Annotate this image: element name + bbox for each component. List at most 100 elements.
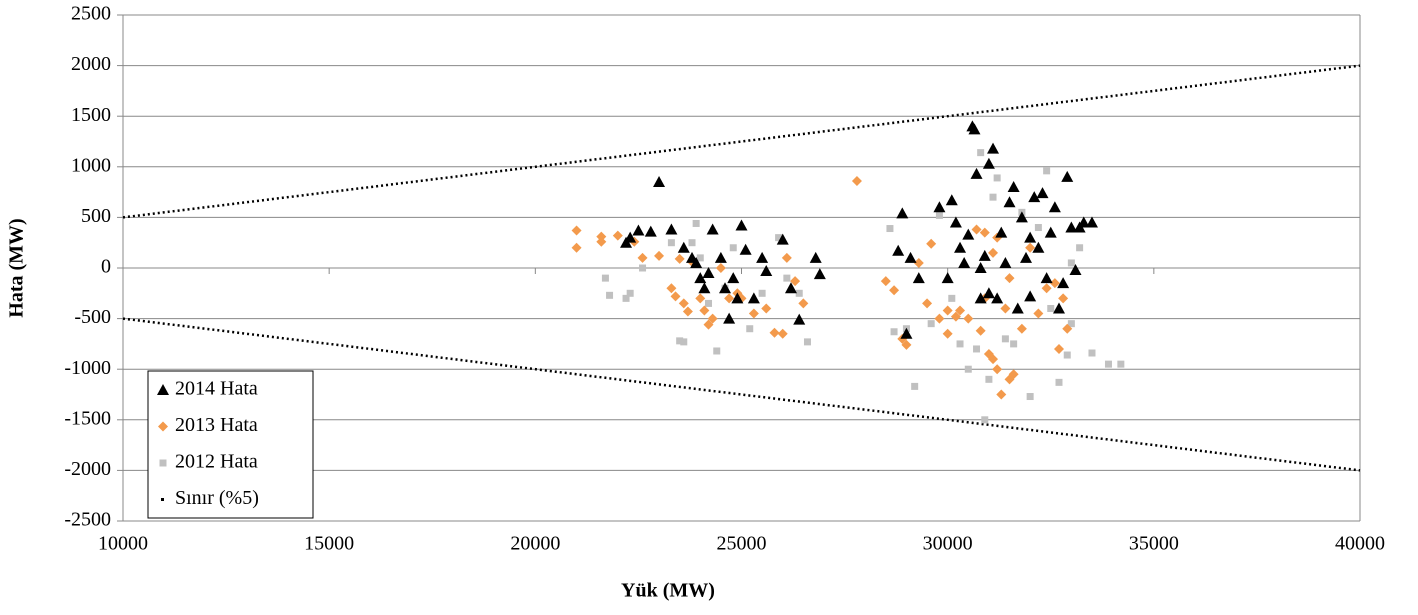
square-marker <box>696 254 704 262</box>
y-tick-label: -2000 <box>64 458 111 480</box>
y-tick-label: -2500 <box>64 509 111 531</box>
diamond-marker <box>1004 273 1015 284</box>
triangle-marker <box>892 244 905 256</box>
y-tick-label: 2000 <box>71 53 111 75</box>
diamond-marker <box>769 327 780 338</box>
square-marker <box>981 416 989 424</box>
triangle-marker <box>1015 211 1028 223</box>
square-marker <box>1076 244 1084 252</box>
triangle-marker <box>958 256 971 268</box>
diamond-marker <box>682 306 693 317</box>
diamond-marker <box>926 238 937 249</box>
triangle-marker <box>1085 216 1098 228</box>
triangle-marker <box>1052 302 1065 314</box>
triangle-marker <box>945 194 958 206</box>
diamond-marker <box>979 227 990 238</box>
square-marker <box>803 338 811 346</box>
triangle-marker <box>968 123 981 135</box>
square-marker <box>1026 393 1034 401</box>
diamond-marker <box>988 354 999 365</box>
square-marker <box>927 320 935 328</box>
triangle-marker <box>941 272 954 284</box>
square-marker <box>964 365 972 373</box>
triangle-marker <box>904 251 917 263</box>
square-marker <box>886 225 894 233</box>
square-marker <box>783 274 791 282</box>
triangle-marker <box>970 167 983 179</box>
triangle-marker <box>1048 201 1061 213</box>
triangle-marker <box>1061 170 1074 182</box>
triangle-marker <box>644 225 657 237</box>
square-marker <box>713 347 721 355</box>
diamond-marker <box>666 283 677 294</box>
triangle-marker <box>1032 241 1045 253</box>
y-tick-label: 2500 <box>71 3 111 25</box>
triangle-marker <box>735 219 748 231</box>
y-tick-label: 0 <box>101 256 111 278</box>
diamond-marker <box>761 303 772 314</box>
triangle-marker <box>1028 191 1041 203</box>
square-marker <box>775 234 783 242</box>
triangle-marker <box>1057 277 1070 289</box>
triangle-marker <box>900 327 913 339</box>
legend-symbol <box>159 459 167 467</box>
triangle-marker <box>933 201 946 213</box>
square-marker <box>890 328 898 336</box>
triangle-marker <box>949 216 962 228</box>
square-marker <box>1067 320 1075 328</box>
triangle-marker <box>1044 226 1057 238</box>
diamond-marker <box>798 298 809 309</box>
square-marker <box>989 193 997 201</box>
triangle-marker <box>1040 272 1053 284</box>
triangle-marker <box>694 272 707 284</box>
square-marker <box>758 289 766 297</box>
diamond-marker <box>1000 303 1011 314</box>
diamond-marker <box>1025 242 1036 253</box>
diamond-marker <box>699 305 710 316</box>
triangle-marker <box>784 282 797 294</box>
triangle-marker <box>954 241 967 253</box>
square-marker <box>705 299 713 307</box>
diamond-marker <box>992 364 1003 375</box>
square-marker <box>1010 340 1018 348</box>
triangle-marker <box>723 312 736 324</box>
diamond-marker <box>934 313 945 324</box>
diamond-marker <box>1053 343 1064 354</box>
y-axis-title: Hata (MW) <box>6 218 28 317</box>
square-marker <box>688 239 696 247</box>
square-marker <box>948 294 956 302</box>
diamond-marker <box>880 276 891 287</box>
square-marker <box>606 291 614 299</box>
square-marker <box>1088 349 1096 357</box>
square-marker <box>1063 351 1071 359</box>
x-tick-label: 10000 <box>98 533 148 555</box>
legend-symbol <box>157 384 169 395</box>
square-marker <box>911 382 919 390</box>
triangle-marker <box>974 292 987 304</box>
triangle-marker <box>665 223 678 235</box>
y-tick-label: 1000 <box>71 154 111 176</box>
diamond-marker <box>1058 293 1069 304</box>
diamond-marker <box>654 250 665 261</box>
square-marker <box>601 274 609 282</box>
diamond-marker <box>596 231 607 242</box>
square-marker <box>676 337 684 345</box>
square-marker <box>1117 360 1125 368</box>
y-tick-label: 500 <box>81 205 111 227</box>
triangle-marker <box>690 256 703 268</box>
legend-label: 2014 Hata <box>175 378 258 400</box>
diamond-marker <box>851 175 862 186</box>
legend-symbol <box>161 498 164 501</box>
triangle-marker <box>1020 251 1033 263</box>
triangle-marker <box>987 142 1000 154</box>
triangle-marker <box>974 262 987 273</box>
y-tick-label: -1000 <box>64 357 111 379</box>
square-marker <box>1001 335 1009 343</box>
diamond-marker <box>790 276 801 287</box>
diamond-marker <box>1049 278 1060 289</box>
diamond-marker <box>963 313 974 324</box>
diamond-marker <box>670 291 681 302</box>
triangle-marker <box>793 313 806 325</box>
triangle-marker <box>1077 216 1090 228</box>
triangle-marker <box>776 233 789 245</box>
